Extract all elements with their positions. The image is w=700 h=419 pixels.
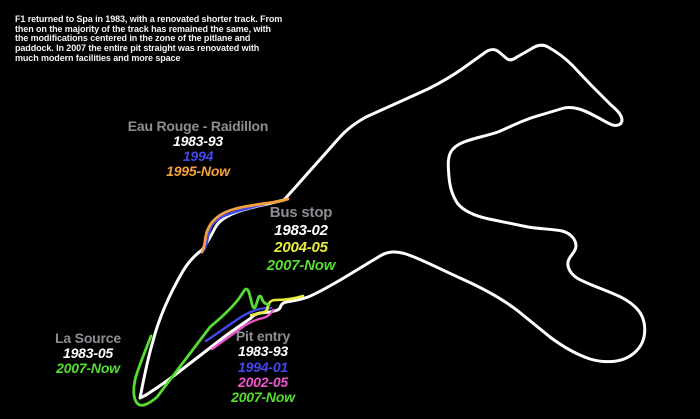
- corner-title: La Source: [55, 330, 121, 346]
- corner-title: Pit entry: [235, 328, 291, 344]
- track-2007-now-line: [132, 287, 271, 407]
- era-1983-02: 1983-02: [274, 221, 328, 239]
- era-2004-05: 2004-05: [274, 239, 328, 256]
- era-1994: 1994: [182, 148, 214, 164]
- label-bus-stop: Bus stop 1983-02 2004-05 2007-Now: [266, 204, 336, 274]
- era-2002-05: 2002-05: [238, 373, 288, 390]
- era-2007-now: 2007-Now: [56, 360, 120, 376]
- label-pit-entry: Pit entry 1983-93 1994-01 2002-05 2007-N…: [231, 328, 295, 406]
- era-2007-now: 2007-Now: [231, 389, 295, 406]
- era-2007-now: 2007-Now: [266, 256, 336, 274]
- era-1995-now: 1995-Now: [166, 163, 230, 179]
- label-eau-rouge: Eau Rouge - Raidillon 1983-93 1994 1995-…: [127, 118, 269, 179]
- era-1983-05: 1983-05: [63, 345, 113, 361]
- eau-rouge-1995-now-line: [200, 197, 290, 254]
- era-1994-01: 1994-01: [238, 358, 288, 375]
- label-la-source: La Source 1983-05 2007-Now: [55, 331, 121, 376]
- eau-rouge-1994-line: [202, 202, 267, 252]
- intro-text: F1 returned to Spa in 1983, with a renov…: [15, 14, 283, 63]
- era-1983-93: 1983-93: [238, 343, 288, 360]
- era-1983-93: 1983-93: [173, 133, 223, 149]
- corner-title: Bus stop: [269, 204, 333, 221]
- bus-stop-2004-05-line: [249, 294, 305, 317]
- pit-entry-2002-05-line: [210, 308, 275, 351]
- corner-title: Eau Rouge - Raidillon: [127, 118, 269, 134]
- track-outline: [138, 43, 647, 400]
